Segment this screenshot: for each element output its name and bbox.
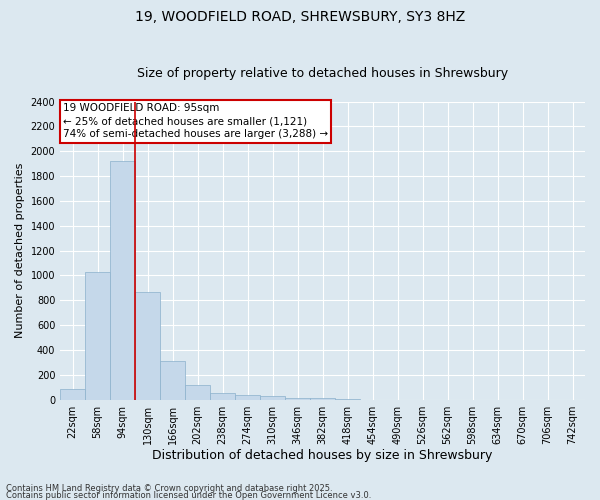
- Bar: [135, 292, 160, 400]
- Bar: [310, 398, 335, 400]
- Bar: [60, 388, 85, 400]
- Bar: [335, 399, 360, 400]
- Bar: [235, 394, 260, 400]
- Text: 19 WOODFIELD ROAD: 95sqm
← 25% of detached houses are smaller (1,121)
74% of sem: 19 WOODFIELD ROAD: 95sqm ← 25% of detach…: [63, 103, 328, 140]
- Bar: [160, 361, 185, 400]
- Text: 19, WOODFIELD ROAD, SHREWSBURY, SY3 8HZ: 19, WOODFIELD ROAD, SHREWSBURY, SY3 8HZ: [135, 10, 465, 24]
- Bar: [285, 398, 310, 400]
- Bar: [210, 393, 235, 400]
- Bar: [185, 385, 210, 400]
- Text: Contains public sector information licensed under the Open Government Licence v3: Contains public sector information licen…: [6, 491, 371, 500]
- Title: Size of property relative to detached houses in Shrewsbury: Size of property relative to detached ho…: [137, 66, 508, 80]
- Text: Contains HM Land Registry data © Crown copyright and database right 2025.: Contains HM Land Registry data © Crown c…: [6, 484, 332, 493]
- Bar: [110, 161, 135, 400]
- Y-axis label: Number of detached properties: Number of detached properties: [15, 163, 25, 338]
- X-axis label: Distribution of detached houses by size in Shrewsbury: Distribution of detached houses by size …: [152, 450, 493, 462]
- Bar: [260, 396, 285, 400]
- Bar: [85, 272, 110, 400]
